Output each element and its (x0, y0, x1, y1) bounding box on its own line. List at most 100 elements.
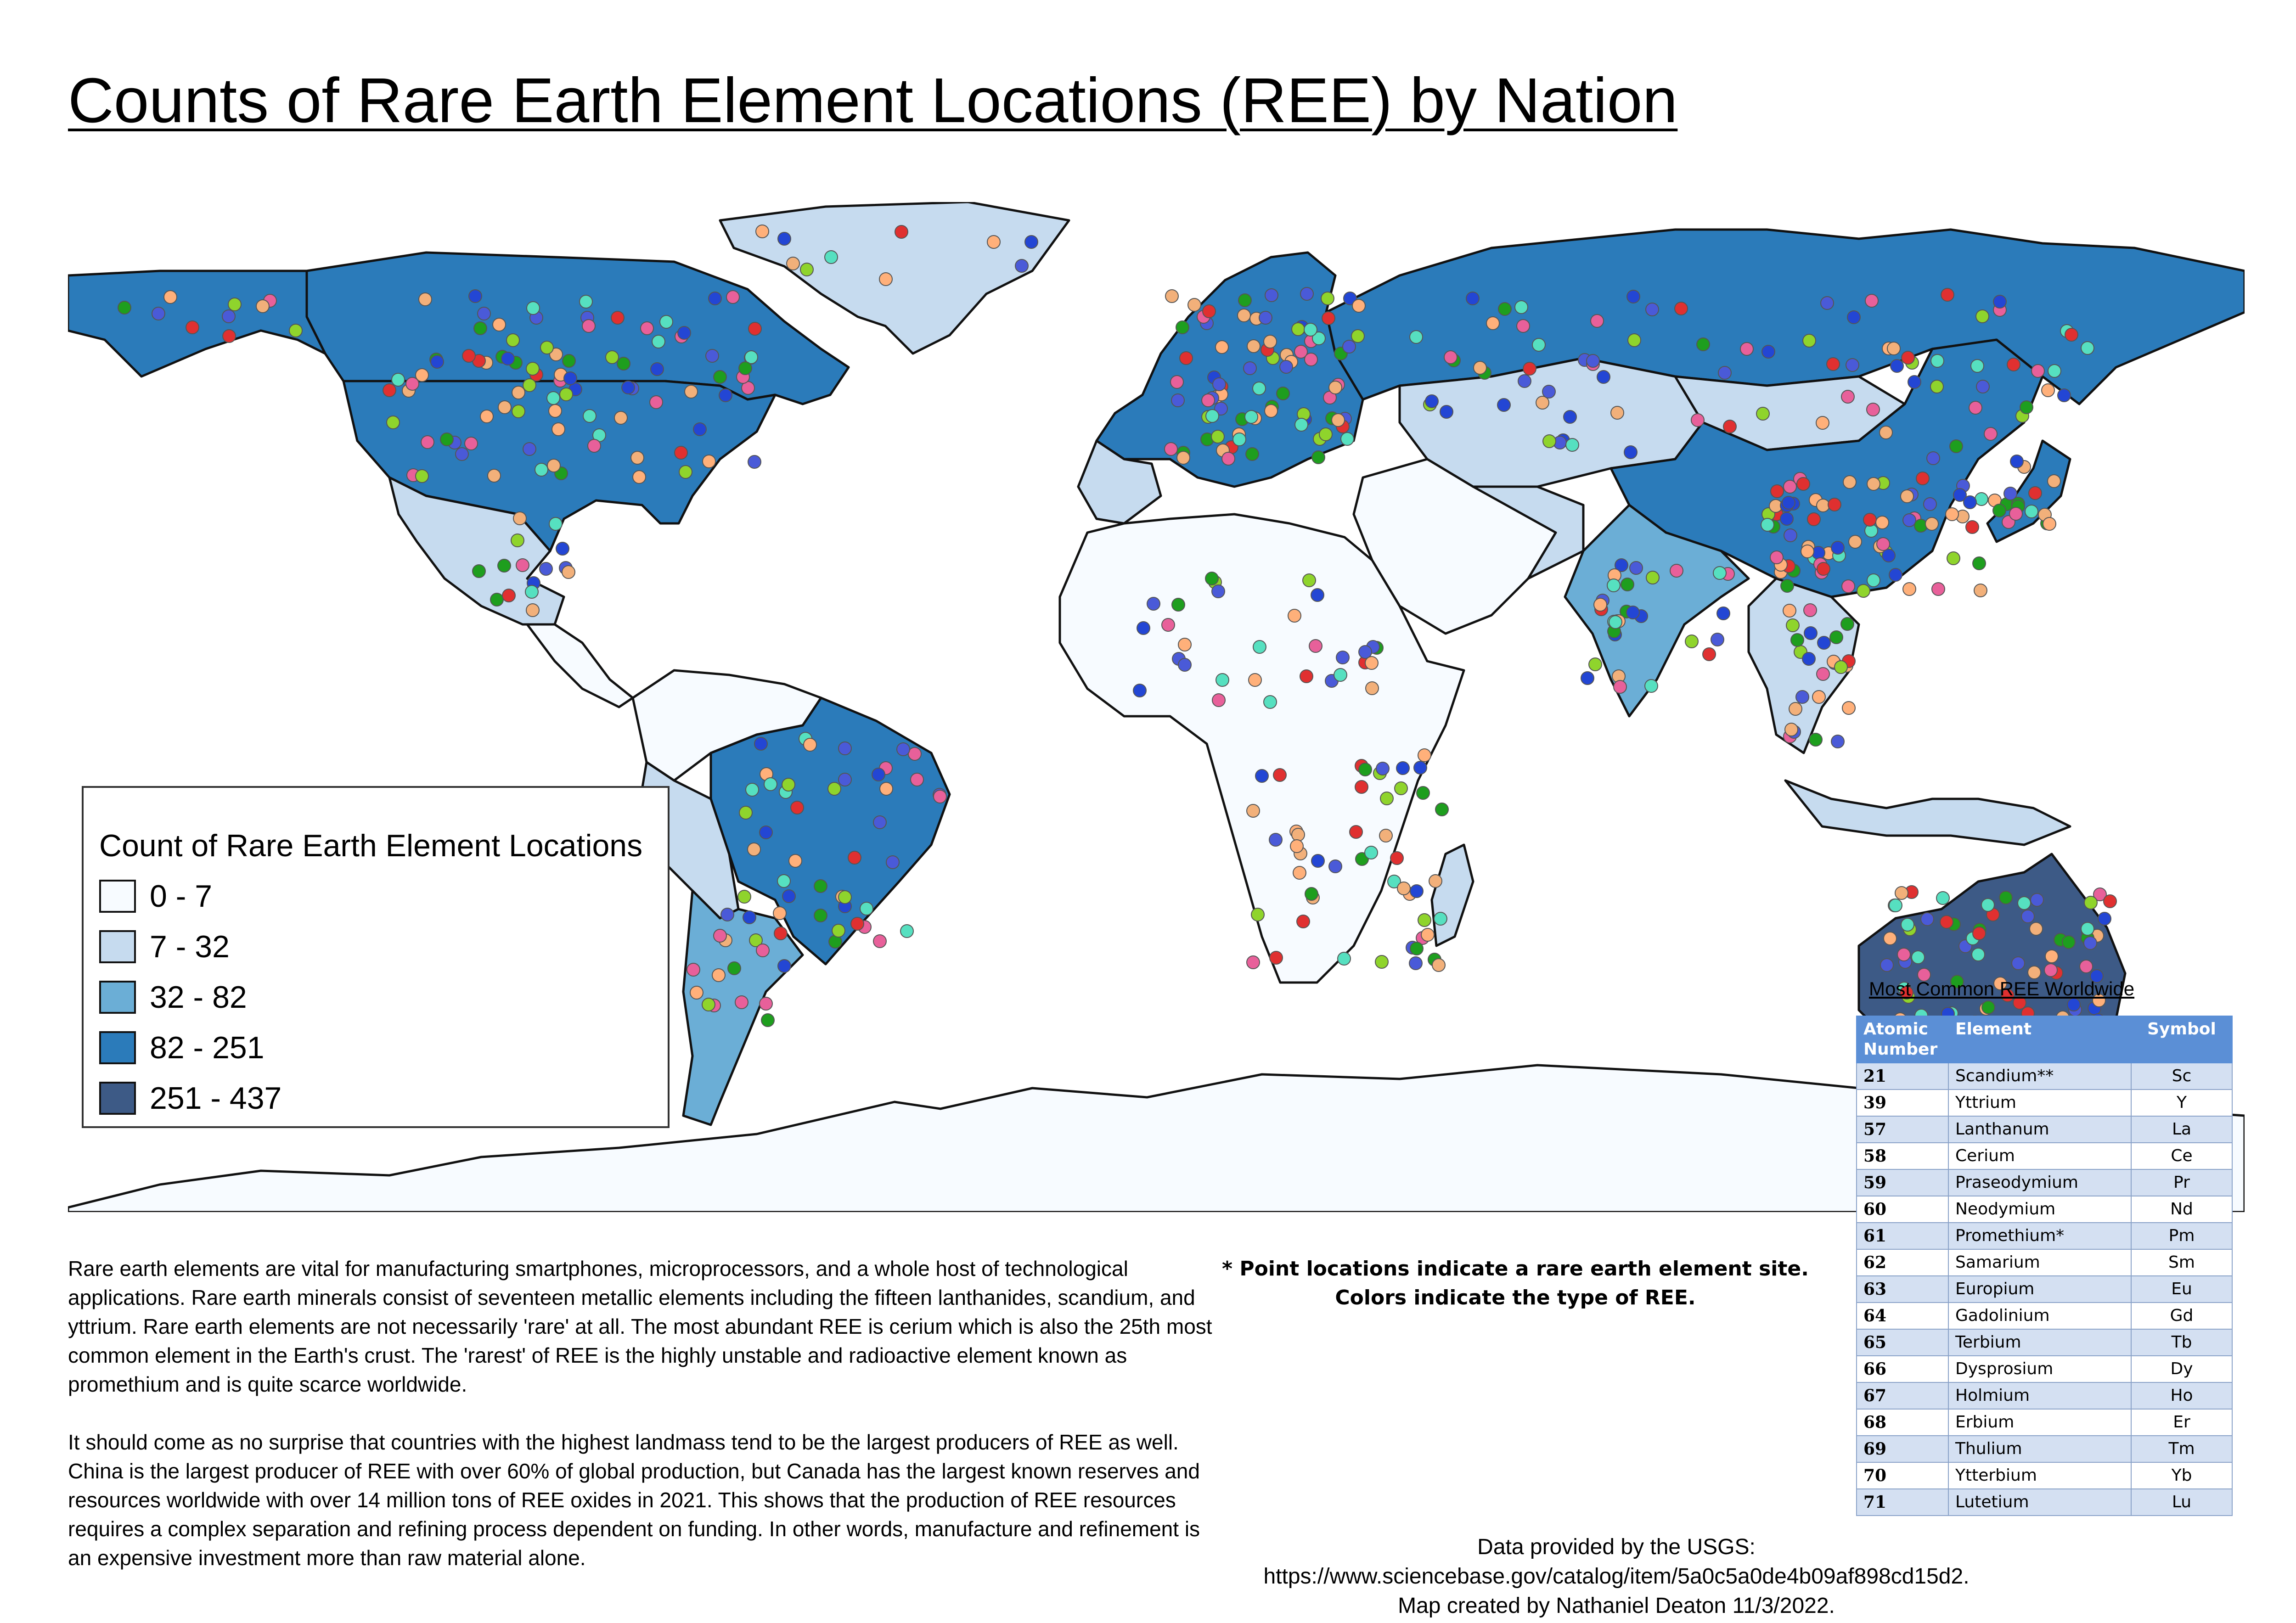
atomic-number-cell: 39 (1856, 1089, 1949, 1117)
ree-site-point (1984, 427, 1998, 441)
ree-site-point (803, 738, 817, 752)
ree-site-point (1723, 420, 1737, 433)
ree-site-point (1349, 825, 1363, 839)
ree-site-point (872, 768, 885, 781)
legend-label: 32 - 82 (150, 980, 247, 1015)
ree-site-point (719, 388, 732, 402)
ree-site-point (1802, 652, 1816, 666)
ree-site-point (1259, 311, 1272, 325)
ree-site-point (549, 348, 563, 361)
ree-site-point (1165, 289, 1179, 303)
ree-site-point (1321, 292, 1334, 305)
ree-site-point (1302, 573, 1316, 587)
table-row: 39 Yttrium Y (1856, 1089, 2233, 1117)
country-india (1564, 504, 1750, 718)
ree-site-point (1770, 484, 1784, 498)
ree-site-point (2031, 364, 2045, 378)
ree-site-point (1201, 393, 1215, 407)
ree-site-point (987, 235, 1001, 249)
ree-site-point (713, 929, 727, 943)
ree-site-point (1593, 598, 1607, 612)
ree-site-point (1674, 302, 1688, 315)
ree-site-point (684, 385, 698, 399)
ree-site-point (1435, 803, 1449, 816)
ree-site-point (1930, 380, 1944, 393)
ree-site-point (1975, 492, 1988, 506)
ree-site-point (1590, 314, 1604, 328)
ree-site-point (1319, 427, 1333, 441)
ree-site-point (1900, 489, 1914, 503)
ree-site-point (886, 855, 900, 869)
ree-site-point (1761, 345, 1775, 359)
element-name-cell: Neodymium (1948, 1196, 2132, 1223)
ree-site-point (440, 432, 454, 446)
ree-site-point (630, 451, 644, 465)
ree-site-point (1691, 413, 1705, 427)
ree-site-point (1972, 927, 1986, 940)
table-row: 67 Holmium Ho (1856, 1382, 2233, 1410)
ree-site-point (1947, 551, 1960, 565)
ree-site-point (1331, 413, 1345, 427)
ree-site-point (1923, 497, 1937, 511)
ree-site-point (1178, 638, 1192, 651)
ree-site-point (1434, 912, 1447, 926)
ree-site-point (1365, 681, 1379, 695)
ree-site-point (1245, 447, 1259, 461)
ree-site-point (1211, 584, 1225, 598)
ree-site-point (1783, 604, 1796, 618)
ree-site-point (611, 311, 625, 325)
ree-site-point (1908, 375, 1921, 389)
ree-site-point (2010, 455, 2024, 468)
ree-site-point (1900, 986, 1913, 1000)
ree-site-point (1351, 329, 1365, 343)
ree-site-point (1756, 407, 1770, 421)
ree-site-point (1342, 340, 1356, 354)
ree-site-point (1917, 968, 1931, 982)
ree-site-point (2048, 364, 2061, 378)
ree-site-point (1597, 370, 1610, 384)
element-name-cell: Yttrium (1948, 1089, 2132, 1117)
ree-site-point (1290, 839, 1304, 853)
ree-site-point (1780, 579, 1794, 593)
ree-site-point (1247, 339, 1261, 353)
ree-site-point (1615, 558, 1628, 572)
ree-site-point (1205, 409, 1219, 423)
ree-site-point (549, 517, 563, 531)
ree-site-point (2047, 474, 2061, 488)
ree-site-point (1867, 477, 1880, 491)
ree-site-point (1786, 618, 1800, 632)
table-row: 70 Ytterbium Yb (1856, 1462, 2233, 1489)
element-symbol-cell: Sc (2131, 1062, 2233, 1090)
ree-table-header-row: Atomic Number Element Symbol (1856, 1016, 2233, 1063)
ree-site-point (1865, 294, 1879, 308)
ree-site-point (873, 934, 887, 948)
ree-site-point (1972, 556, 1986, 570)
ree-site-point (2092, 994, 2106, 1007)
element-name-cell: Samarium (1948, 1249, 2132, 1276)
ree-site-point (1826, 357, 1840, 371)
ree-site-point (1380, 792, 1394, 805)
ree-site-point (1300, 669, 1313, 683)
table-row: 21 Scandium** Sc (1856, 1062, 2233, 1090)
ree-site-point (756, 943, 770, 957)
ree-site-point (1609, 615, 1622, 629)
element-name-cell: Holmium (1948, 1382, 2132, 1410)
element-symbol-cell: Sm (2131, 1249, 2233, 1276)
ree-site-point (1831, 735, 1845, 748)
ree-site-point (1883, 932, 1897, 945)
ree-site-point (832, 924, 845, 938)
ree-site-point (814, 879, 827, 893)
element-name-cell: Gadolinium (1948, 1302, 2132, 1330)
ree-site-point (1410, 884, 1424, 898)
ree-site-point (1840, 617, 1854, 631)
ree-site-point (2007, 358, 2020, 371)
ree-site-point (895, 225, 908, 239)
ree-site-point (1237, 309, 1251, 322)
ree-site-point (674, 446, 688, 460)
ree-site-point (383, 383, 396, 397)
ree-site-point (1999, 891, 2013, 904)
ree-site-point (1518, 374, 1531, 388)
world-map-canvas (68, 202, 2245, 1212)
ree-site-point (1246, 804, 1260, 818)
ree-site-point (2044, 963, 2058, 977)
